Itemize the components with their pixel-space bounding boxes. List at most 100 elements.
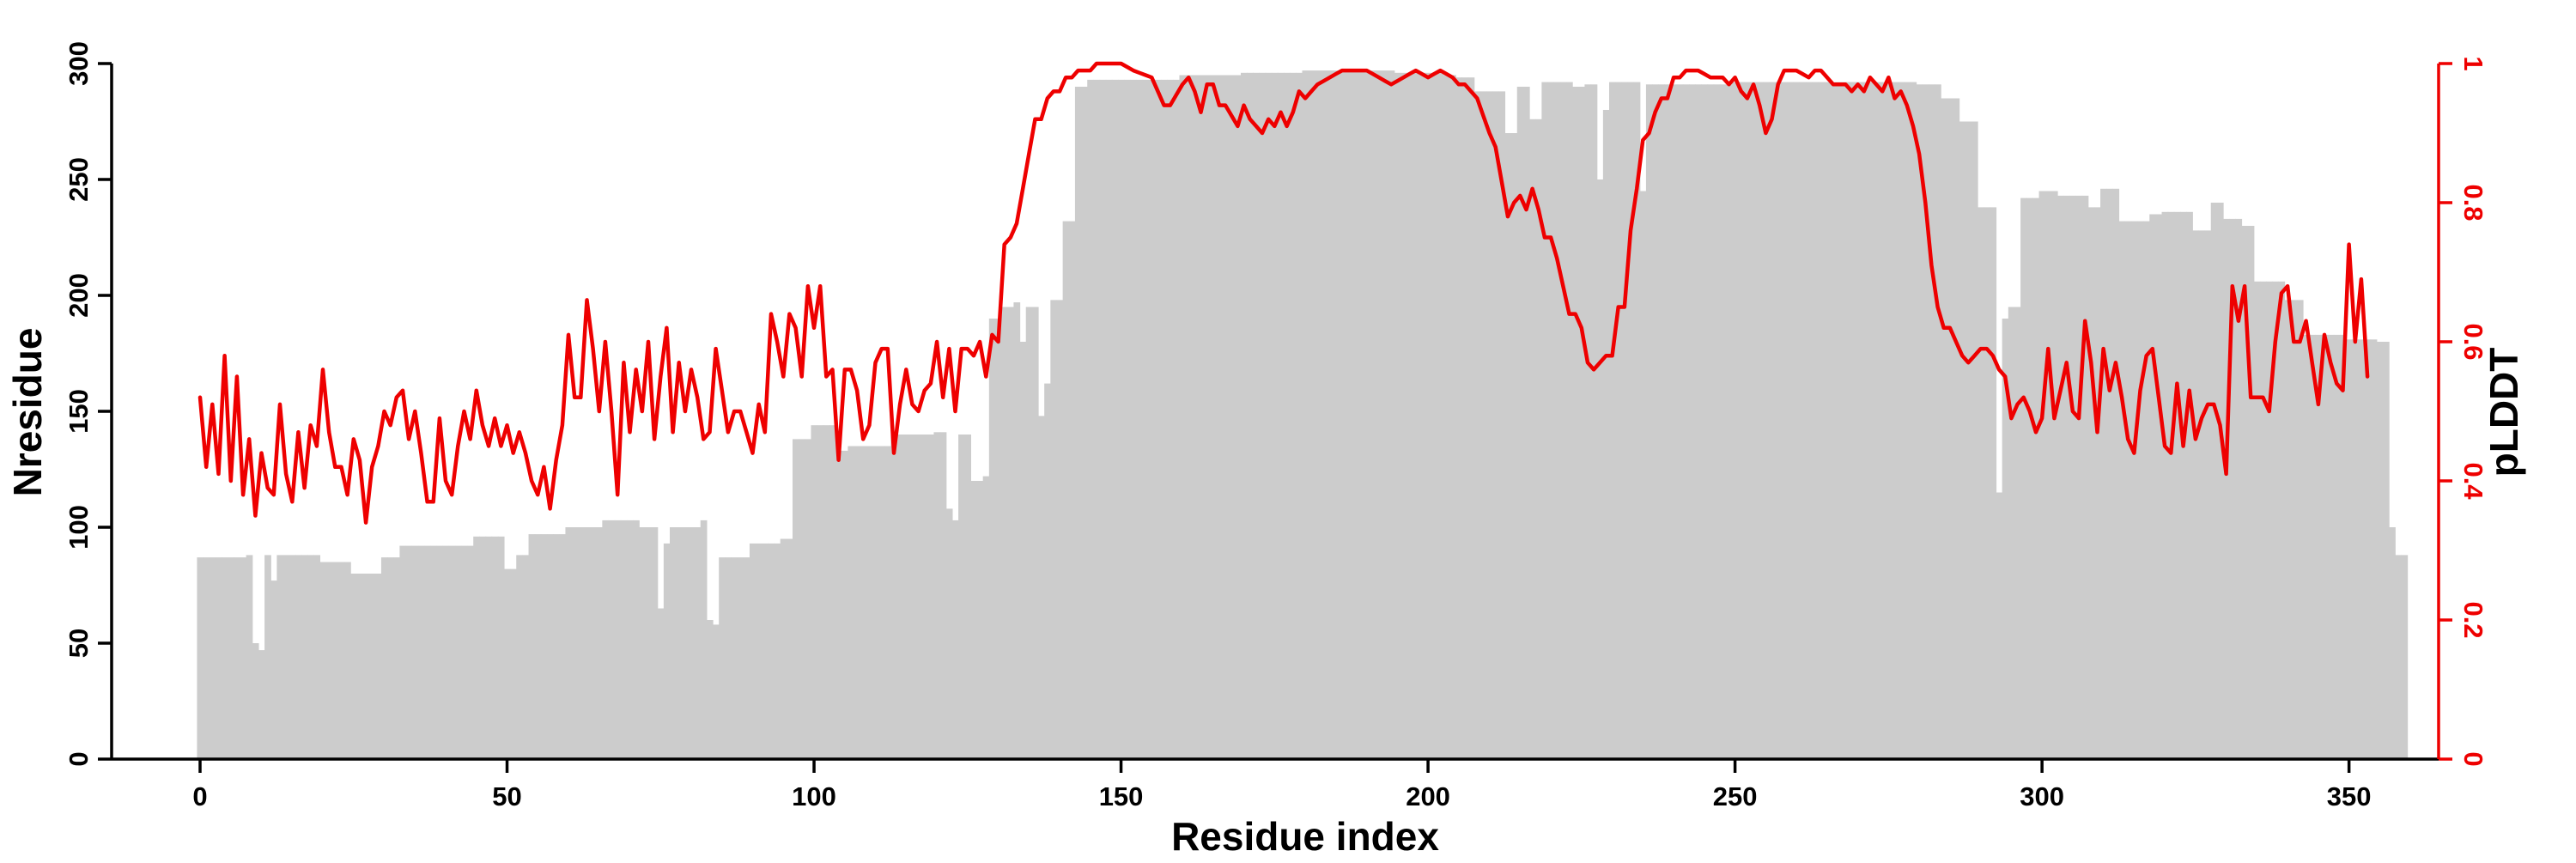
nresidue-bar xyxy=(1719,84,1727,760)
nresidue-bar xyxy=(1185,75,1193,759)
nresidue-bar xyxy=(1621,82,1629,760)
nresidue-bar xyxy=(921,435,928,759)
nresidue-bar xyxy=(1167,79,1174,759)
nresidue-bar xyxy=(1959,121,1966,759)
nresidue-bar xyxy=(1842,82,1850,760)
nresidue-bar xyxy=(1762,82,1770,760)
nresidue-bar xyxy=(1805,82,1813,760)
y-tick-label: 50 xyxy=(64,629,94,658)
nresidue-bar xyxy=(1271,72,1279,760)
nresidue-bar xyxy=(1885,82,1893,760)
nresidue-bar xyxy=(731,557,738,759)
nresidue-bar xyxy=(1725,84,1733,760)
nresidue-bar xyxy=(411,545,419,759)
nresidue-bar xyxy=(1259,72,1267,760)
nresidue-bar xyxy=(547,534,554,759)
nresidue-bar xyxy=(1253,72,1261,760)
nresidue-bar xyxy=(2069,195,2077,759)
nresidue-bar xyxy=(307,555,314,759)
nresidue-bar xyxy=(380,557,388,759)
nresidue-bar xyxy=(1339,70,1346,760)
nresidue-bar xyxy=(1124,79,1131,759)
nresidue-bar xyxy=(1173,79,1181,759)
nresidue-bar xyxy=(676,527,683,759)
nresidue-bar xyxy=(1978,207,1984,759)
nresidue-bar xyxy=(805,439,812,759)
nresidue-bar xyxy=(762,543,769,759)
nresidue-bar xyxy=(2050,191,2058,759)
nresidue-bar xyxy=(1228,75,1236,759)
nresidue-bar xyxy=(1087,79,1094,759)
nresidue-bar xyxy=(1504,133,1512,759)
nresidue-bar xyxy=(933,432,941,759)
nresidue-bar xyxy=(2303,334,2310,759)
nresidue-bar xyxy=(337,562,345,759)
bars-layer xyxy=(197,70,2409,760)
nresidue-bar xyxy=(522,555,530,759)
nresidue-bar xyxy=(491,536,499,759)
nresidue-bar xyxy=(319,562,327,759)
nresidue-bar xyxy=(325,562,333,759)
nresidue-bar xyxy=(1836,82,1844,760)
x-tick-label: 300 xyxy=(2020,781,2064,811)
nresidue-bar xyxy=(1302,70,1309,760)
nresidue-bar xyxy=(2008,307,2015,759)
nresidue-bar xyxy=(774,543,781,759)
nresidue-bar xyxy=(368,574,376,759)
nresidue-bar xyxy=(1781,82,1788,760)
nresidue-bar xyxy=(670,527,677,759)
nresidue-bar xyxy=(393,557,400,759)
nresidue-bar xyxy=(1578,87,1586,759)
nresidue-bar xyxy=(982,476,990,759)
nresidue-bar xyxy=(215,557,222,759)
nresidue-bar xyxy=(908,435,916,759)
nresidue-bar xyxy=(1584,84,1592,760)
nresidue-bar xyxy=(1247,72,1254,760)
nresidue-bar xyxy=(719,557,726,759)
nresidue-bar xyxy=(553,534,560,759)
nresidue-bar xyxy=(497,536,505,759)
right-y-tick-label: 0.2 xyxy=(2458,601,2488,638)
nresidue-bar xyxy=(1007,307,1015,759)
nresidue-bar xyxy=(1394,72,1401,760)
nresidue-bar xyxy=(1707,84,1715,760)
nresidue-bar xyxy=(2136,221,2144,760)
nresidue-bar xyxy=(817,425,824,759)
nresidue-bar xyxy=(479,536,487,759)
nresidue-bar xyxy=(1559,82,1567,760)
nresidue-bar xyxy=(1547,82,1555,760)
nresidue-bar xyxy=(1241,72,1248,760)
nresidue-bar xyxy=(2020,198,2027,760)
nresidue-bar xyxy=(1492,91,1499,759)
nresidue-bar xyxy=(1197,75,1205,759)
nresidue-bar xyxy=(1596,179,1604,759)
nresidue-bar xyxy=(1308,70,1315,760)
nresidue-bar xyxy=(1633,82,1641,760)
nresidue-bar xyxy=(2143,221,2150,760)
nresidue-bar xyxy=(1222,75,1230,759)
nresidue-bar xyxy=(706,620,714,759)
nresidue-bar xyxy=(331,562,339,759)
nresidue-bar xyxy=(1818,82,1825,760)
nresidue-bar xyxy=(1105,79,1113,759)
nresidue-bar xyxy=(1400,72,1407,760)
nresidue-bar xyxy=(1695,84,1702,760)
nresidue-bar xyxy=(1154,79,1162,759)
nresidue-bar xyxy=(964,435,971,759)
nresidue-bar xyxy=(1191,75,1199,759)
nresidue-bar xyxy=(240,557,247,759)
nresidue-bar xyxy=(2032,198,2040,760)
nresidue-bar xyxy=(2321,334,2329,759)
nresidue-bar xyxy=(2155,214,2163,759)
right-y-axis-title: pLDDT xyxy=(2482,348,2526,477)
nresidue-bar xyxy=(405,545,413,759)
nresidue-bar xyxy=(994,319,1002,759)
right-y-tick-label: 1 xyxy=(2458,56,2488,70)
nresidue-bar xyxy=(1971,121,1978,759)
nresidue-bar xyxy=(467,545,474,759)
nresidue-bar xyxy=(2259,281,2267,759)
nresidue-bar xyxy=(2395,555,2403,759)
nresidue-bar xyxy=(2315,334,2323,759)
nresidue-bar xyxy=(1891,82,1899,760)
nresidue-bar xyxy=(1117,79,1125,759)
